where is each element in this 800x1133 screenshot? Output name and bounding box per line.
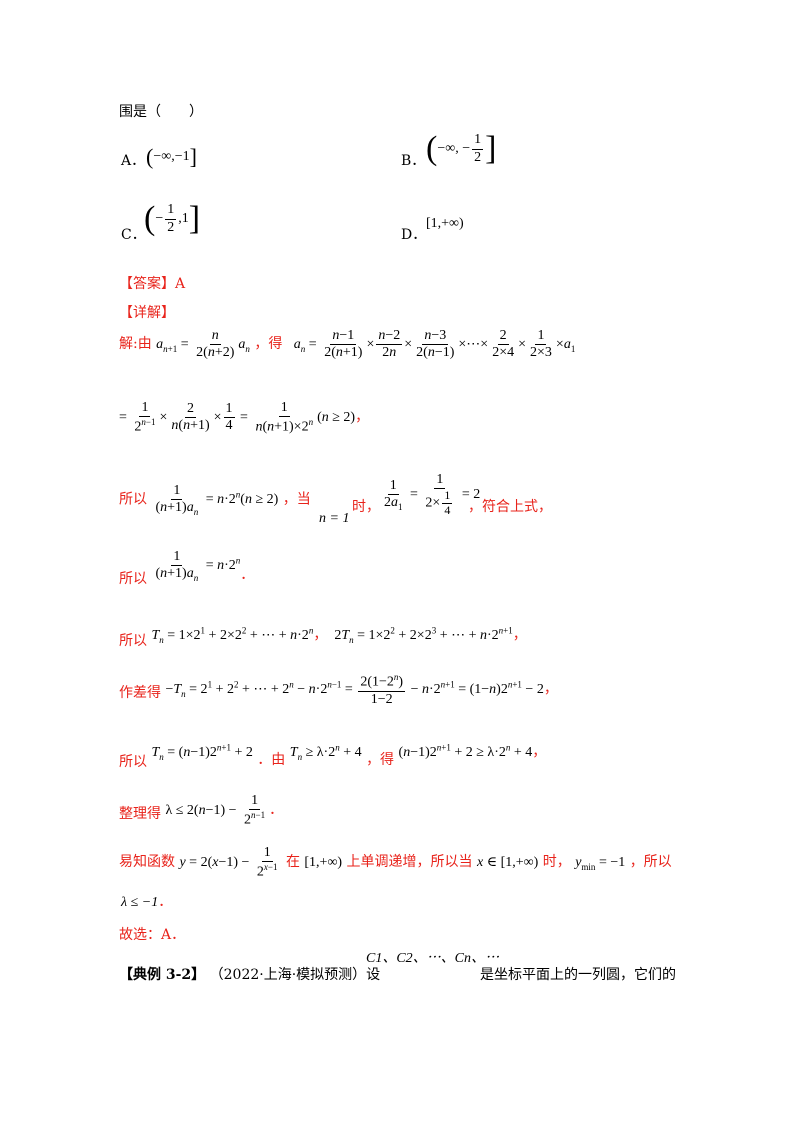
- option-d-math: [1,+∞): [426, 216, 464, 231]
- line7-mid2: ，得: [366, 752, 395, 768]
- line1-mid: ，得: [254, 335, 283, 352]
- answer-tag: 【答案】: [119, 276, 175, 292]
- line3-end: ，符合上式，: [468, 499, 552, 515]
- option-a-label: A．: [121, 153, 146, 169]
- explanation-line-1: 解:由 an+1 = n 2(n+2) an ，得 an = n−1 2(n+1) × n…: [119, 328, 575, 361]
- next-example-circles: C1、C2、⋯、Cn、⋯: [366, 951, 500, 966]
- line5-prefix: 所以: [119, 633, 147, 649]
- line3-mid: ，当: [282, 491, 311, 508]
- explanation-line-9: 易知函数 y = 2(x−1) − 1 2x−1 在 [1,+∞) 上单调递增，所…: [119, 845, 672, 880]
- answer-line: 【答案】A: [119, 273, 185, 293]
- option-b-math: (−∞, −1 2]: [426, 130, 497, 167]
- explanation-line-8: 整理得 λ ≤ 2(n−1) − 1 2n−1 ．: [119, 793, 283, 829]
- next-example-line: 【典例 3-2】 （2022·上海·模拟预测）设: [119, 964, 380, 984]
- line9-mid1: 在: [285, 854, 300, 871]
- option-c-label: C．: [121, 227, 146, 243]
- line8-formula: λ ≤ 2(n−1) − 1 2n−1 ．: [165, 793, 284, 828]
- explanation-line-3: 所以 1 (n+1)an = n·2n(n ≥ 2) ，当: [119, 483, 311, 517]
- line1-recurrence: an+1 = n 2(n+2) an: [156, 328, 250, 361]
- next-example-source: （2022·上海·模拟预测）设: [209, 967, 381, 983]
- line9-prefix: 易知函数: [119, 854, 175, 871]
- line3-check: 1 2a1 = 1 2× 1 4 = 2: [384, 472, 481, 517]
- option-b-label: B．: [401, 153, 426, 169]
- line7-prefix: 所以: [119, 754, 147, 770]
- explanation-line-2: = 1 2n−1 × 2 n(n+1) × 1 4 = 1 n(n+1)×2n (n ≥ 2)，: [119, 400, 370, 435]
- option-a-math: (−∞,−1]: [146, 144, 197, 169]
- line9-end: ，所以: [629, 854, 672, 871]
- option-d-label: D．: [401, 227, 427, 243]
- line3-prefix: 所以: [119, 491, 147, 508]
- line5-formula: Tn = 1×21 + 2×22 + ⋯ + n·2n， 2Tn = 1×22 …: [151, 625, 527, 645]
- line3-formula: 1 (n+1)an = n·2n(n ≥ 2): [155, 483, 279, 517]
- line9-mid2: 上单调递增，所以当: [346, 854, 473, 871]
- explanation-conclusion: 故选：A．: [119, 927, 186, 943]
- explanation-line-7: 所以 Tn = (n−1)2n+1 + 2 ．由 Tn ≥ λ·2n + 4 ，…: [119, 742, 547, 770]
- line1-product: an = n−1 2(n+1) × n−2 2n × n−3 2(n−1) ×⋯× 2 2×4 × 1 2…: [293, 328, 576, 361]
- explanation-line-4: 所以 1 (n+1)an = n·2n．: [119, 549, 255, 587]
- next-example-rest: 是坐标平面上的一列圆，它们的: [480, 967, 676, 983]
- line9-mid3: 时，: [542, 854, 571, 871]
- line4-formula: 1 (n+1)an = n·2n．: [155, 549, 255, 584]
- line3-time: 时，: [352, 499, 380, 515]
- answer-value: A: [175, 276, 186, 292]
- explanation-line-6: 作差得 −Tn = 21 + 22 + ⋯ + 2n − n·2n−1 = 2(…: [119, 672, 558, 708]
- option-c-math: (− 1 2,1]: [144, 200, 201, 237]
- question-stem-end: 围是（ ）: [119, 104, 203, 120]
- line1-prefix: 解:由: [119, 335, 152, 352]
- explanation-line-5: 所以 Tn = 1×21 + 2×22 + ⋯ + n·2n， 2Tn = 1×…: [119, 624, 527, 649]
- line6-formula: −Tn = 21 + 22 + ⋯ + 2n − n·2n−1 = 2(1−2n…: [165, 672, 558, 707]
- line3-n-equals-1: n = 1: [319, 511, 350, 526]
- explanation-line-10: λ ≤ −1．: [121, 895, 173, 910]
- line4-prefix: 所以: [119, 571, 147, 588]
- line8-prefix: 整理得: [119, 806, 161, 823]
- explanation-tag: 【详解】: [119, 305, 175, 321]
- next-example-tag: 【典例 3-2】: [119, 967, 206, 983]
- line7-mid1: ．由: [257, 752, 286, 768]
- line6-prefix: 作差得: [119, 685, 161, 702]
